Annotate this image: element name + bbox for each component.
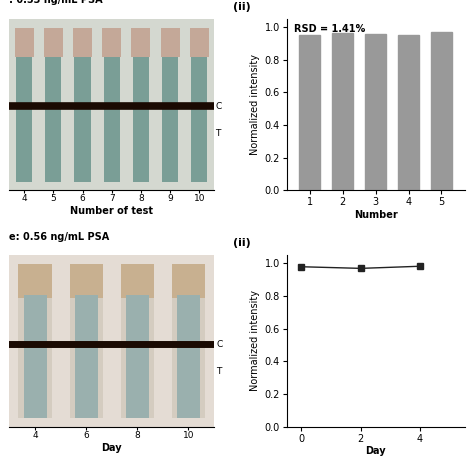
FancyBboxPatch shape: [121, 298, 154, 418]
FancyBboxPatch shape: [190, 27, 209, 56]
Bar: [431, 32, 452, 190]
FancyBboxPatch shape: [70, 298, 103, 418]
Text: C: C: [216, 102, 222, 111]
FancyBboxPatch shape: [172, 298, 205, 418]
Bar: [332, 34, 353, 190]
FancyBboxPatch shape: [121, 264, 154, 298]
Text: (ii): (ii): [233, 2, 251, 12]
FancyBboxPatch shape: [18, 298, 52, 418]
Text: (ii): (ii): [233, 238, 251, 248]
FancyBboxPatch shape: [24, 295, 46, 418]
FancyBboxPatch shape: [21, 273, 49, 418]
FancyBboxPatch shape: [44, 27, 63, 56]
Text: C: C: [217, 340, 223, 349]
FancyBboxPatch shape: [16, 36, 32, 182]
FancyBboxPatch shape: [75, 295, 98, 418]
Bar: [365, 34, 386, 190]
Text: e: 0.56 ng/mL PSA: e: 0.56 ng/mL PSA: [9, 232, 109, 242]
Text: T: T: [216, 129, 221, 138]
Y-axis label: Normalized intensity: Normalized intensity: [250, 54, 260, 155]
X-axis label: Number of test: Number of test: [70, 206, 153, 216]
FancyBboxPatch shape: [172, 264, 205, 298]
X-axis label: Number: Number: [354, 210, 398, 220]
FancyBboxPatch shape: [73, 27, 92, 56]
FancyBboxPatch shape: [46, 36, 61, 182]
Y-axis label: Normalized intensity: Normalized intensity: [250, 291, 260, 392]
FancyBboxPatch shape: [174, 273, 202, 418]
Text: T: T: [217, 367, 222, 376]
Text: : 0.53 ng/mL PSA: : 0.53 ng/mL PSA: [9, 0, 103, 5]
FancyBboxPatch shape: [123, 273, 151, 418]
FancyBboxPatch shape: [72, 273, 100, 418]
FancyBboxPatch shape: [161, 27, 180, 56]
FancyBboxPatch shape: [70, 264, 103, 298]
FancyBboxPatch shape: [74, 36, 91, 182]
FancyBboxPatch shape: [126, 295, 149, 418]
FancyBboxPatch shape: [191, 36, 208, 182]
Text: RSD = 1.41%: RSD = 1.41%: [294, 24, 365, 34]
FancyBboxPatch shape: [162, 36, 178, 182]
FancyBboxPatch shape: [104, 36, 120, 182]
X-axis label: Day: Day: [101, 443, 122, 453]
FancyBboxPatch shape: [15, 27, 34, 56]
FancyBboxPatch shape: [102, 27, 121, 56]
FancyBboxPatch shape: [177, 295, 200, 418]
FancyBboxPatch shape: [18, 264, 52, 298]
FancyBboxPatch shape: [131, 27, 150, 56]
Bar: [398, 35, 419, 190]
X-axis label: Day: Day: [365, 447, 386, 456]
FancyBboxPatch shape: [133, 36, 149, 182]
Bar: [299, 35, 320, 190]
